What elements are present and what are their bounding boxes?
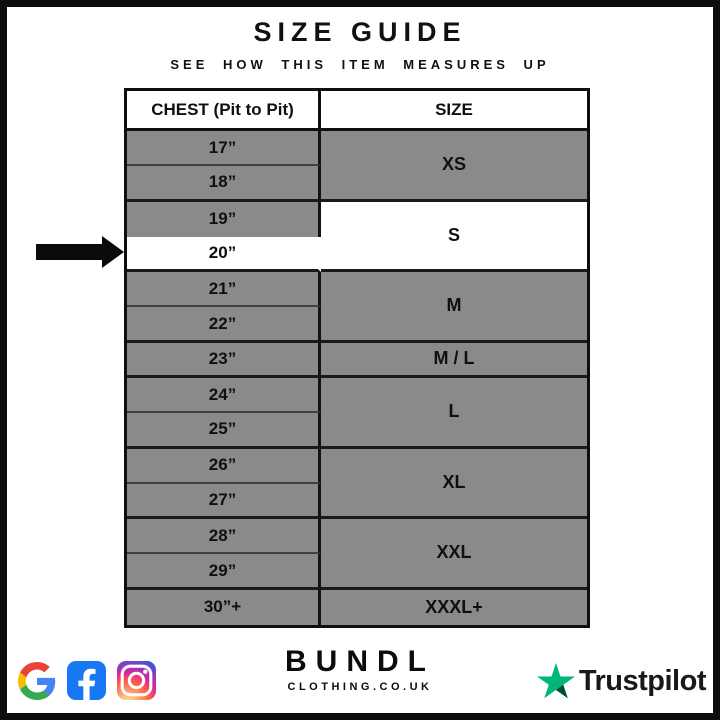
size-cell-xxxl+: XXXL+ [321,589,587,625]
facebook-icon [67,660,106,700]
brand-name: BUNDL [285,645,435,678]
chest-cell-23: 23” [127,342,321,378]
chest-cell-27: 27” [127,483,321,520]
size-cell-l: L [321,377,587,449]
size-cell-s: S [321,201,587,273]
chest-cell-29: 29” [127,554,321,590]
brand-tagline: CLOTHING.CO.UK [287,681,433,693]
size-cell-ml: M / L [321,342,587,378]
instagram-icon [117,660,156,700]
chest-cell-22: 22” [127,307,321,343]
chest-cell-24: 24” [127,377,321,414]
google-icon [18,662,56,700]
table-header-chest: CHEST (Pit to Pit) [127,91,321,131]
size-guide-title: SIZE GUIDE [253,17,467,47]
social-icons [18,660,156,700]
trustpilot-logo: Trustpilot [536,662,707,700]
chest-cell-30+: 30”+ [127,589,321,625]
chest-cell-19: 19” [127,201,321,237]
pointer-arrow [36,236,124,268]
size-table: CHEST (Pit to Pit) SIZE 17” 18” 19” 20” 21” 2… [124,88,590,628]
size-cell-xs: XS [321,131,587,202]
chest-cell-26: 26” [127,448,321,484]
chest-cell-25: 25” [127,413,321,449]
chest-cell-28: 28” [127,519,321,555]
size-cell-xl: XL [321,448,587,520]
chest-cell-17: 17” [127,131,321,167]
table-header-size: SIZE [321,91,587,131]
size-cell-m: M [321,272,587,343]
size-guide-subtitle: SEE HOW THIS ITEM MEASURES UP [170,57,550,72]
brand-logo: BUNDL CLOTHING.CO.UK [7,645,713,694]
trustpilot-star-icon [536,662,575,699]
chest-cell-20: 20” [127,236,321,273]
trustpilot-label: Trustpilot [578,664,707,697]
size-cell-xxl: XXL [321,519,587,590]
chest-cell-18: 18” [127,166,321,202]
chest-cell-21: 21” [127,272,321,308]
